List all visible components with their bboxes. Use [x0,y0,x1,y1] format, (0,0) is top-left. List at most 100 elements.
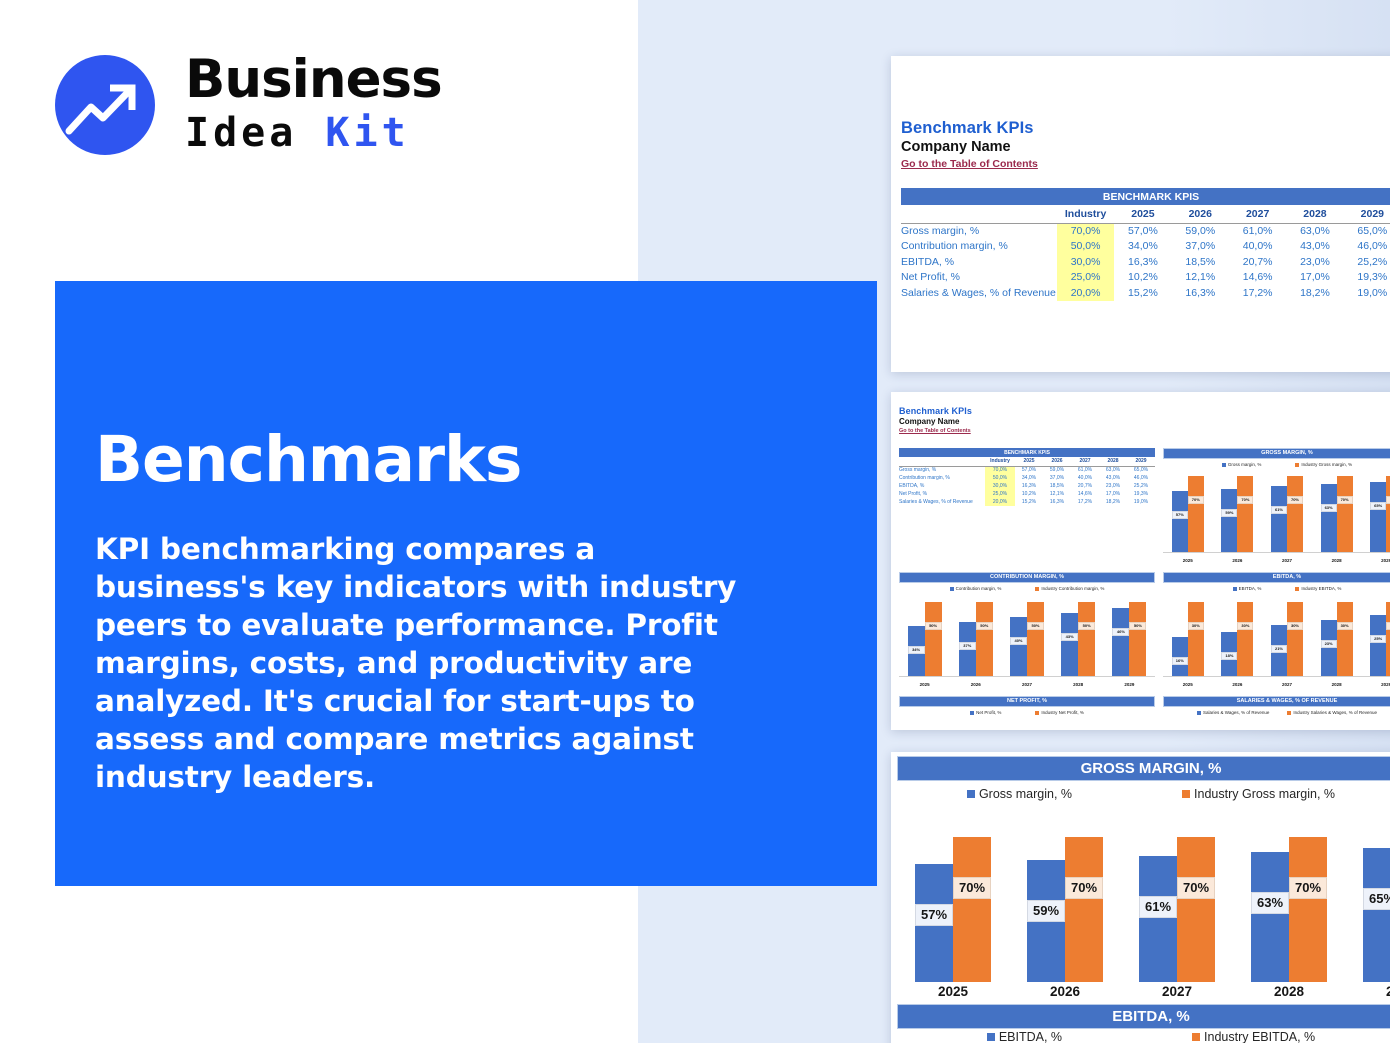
x-axis-line [1163,552,1390,553]
cell-industry: 70,0% [1056,223,1115,239]
data-label: 40% [1010,637,1027,646]
cell-2028: 43,0% [1105,475,1121,481]
row-label: Contribution margin, % [901,240,1008,253]
bar-2026-industry [1065,837,1103,982]
legend-label: Industry Net Profit, % [1041,710,1084,715]
data-label: 57% [915,904,953,927]
cell-industry: 30,0% [1056,254,1115,270]
mini-chart-net-profit: NET PROFIT, % Net Profit, % Industry Net… [899,696,1155,715]
bar-2029-industry [1386,476,1390,553]
cell-2028: 18,2% [1105,499,1121,505]
table-row: Contribution margin, % 50,0% 34,0% 37,0%… [899,474,1155,482]
mini-chart-salaries-wages: SALARIES & WAGES, % OF REVENUE Salaries … [1163,696,1390,715]
legend-swatch-blue-icon [1232,586,1237,591]
bar-2028-industry [1336,602,1353,677]
data-label: 65% [1363,887,1390,910]
legend-label: Net Profit, % [976,710,1002,715]
bar-2025-company [1171,490,1188,553]
legend-item-company: Salaries & Wages, % of Revenue [1197,710,1269,715]
cell-2027: 20,7% [1077,483,1093,489]
row-label: Gross margin, % [901,225,980,237]
bar-2026-industry [1237,476,1254,553]
legend-swatch-orange-icon [1287,710,1292,715]
cell-2027: 61,0% [1077,467,1093,474]
cell-industry: 30,0% [985,482,1015,490]
bar-2026-company [1221,488,1238,553]
cell-2028: 17,0% [1105,491,1121,497]
cell-2029: 46,0% [1133,475,1149,481]
bar-2029-company [1112,608,1130,677]
row-label: Gross margin, % [899,467,937,474]
cell-2027: 17,2% [1077,499,1093,505]
bar-2027-industry [1287,602,1303,677]
legend-item-industry: Industry EBITDA, % [1295,586,1341,591]
table-row: Net Profit, % 25,0% 10,2% 12,1% 14,6% 17… [899,490,1155,498]
legend-item-industry: Industry Contribution margin, % [1035,586,1104,591]
table-of-contents-link[interactable]: Go to the Table of Contents [901,158,1038,170]
legend-swatch-orange-icon [1295,462,1300,467]
cell-2029: 19,3% [1357,271,1388,284]
legend-item-company: Contribution margin, % [949,586,1001,591]
legend-swatch-blue-icon [986,1033,995,1041]
legend-item-company: Gross margin, % [1221,462,1261,467]
cell-2026: 59,0% [1185,225,1216,237]
gross-margin-x-axis: 2025 2026 2027 2028 2029 [897,984,1390,1004]
sheet-title-mini: Benchmark KPIs [899,406,972,416]
x-tick-label: 2026 [1232,682,1243,687]
table-row: EBITDA, % 30,0% 16,3% 18,5% 20,7% 23,0% … [899,482,1155,490]
cell-industry: 25,0% [985,490,1015,498]
bar-2029-company [1370,614,1387,677]
cell-industry: 20,0% [985,498,1015,506]
panel-gross-margin-chart: GROSS MARGIN, % Gross margin, % Industry… [891,752,1390,1043]
cell-2028: 63,0% [1300,225,1330,237]
data-label: 70% [1289,877,1327,900]
col-2028: 2028 [1286,205,1344,224]
data-label: 59% [1221,508,1238,517]
mini-chart-ebitda: EBITDA, % EBITDA, % Industry EBITDA, % 1… [1163,572,1390,694]
cell-2026: 37,0% [1049,475,1065,481]
col-2027-mini: 2027 [1071,457,1099,467]
legend-swatch-blue-icon [949,586,954,591]
x-tick-label: 2029 [1381,558,1390,563]
data-label: 70% [1065,877,1103,900]
col-2026: 2026 [1171,205,1229,224]
legend-swatch-blue-icon [1197,710,1201,715]
col-industry: Industry [1056,205,1115,224]
cell-2025: 57,0% [1021,467,1037,474]
bar-2028-company [1061,612,1079,677]
table-row: Gross margin, % 70,0% 57,0% 59,0% 61,0% … [899,466,1155,474]
brand-name-kit: Kit [325,110,410,156]
table-row: Net Profit, % 25,0% 10,2% 12,1% 14,6% 17… [901,269,1390,285]
cell-2026: 37,0% [1185,240,1216,253]
x-tick-label: 2028 [1331,682,1342,687]
bar-2027-industry [1287,476,1303,553]
mini-chart-legend: Gross margin, % Industry Gross margin, % [1163,462,1390,467]
mini-chart-legend: Net Profit, % Industry Net Profit, % [899,710,1155,715]
legend-swatch-blue-icon [1221,462,1226,467]
cell-2026: 18,5% [1185,255,1216,268]
x-tick-label: 2028 [1331,558,1342,563]
blue-content-card [55,281,877,886]
legend-swatch-blue-icon [966,790,975,798]
bar-2025-company [1171,637,1188,677]
legend-swatch-orange-icon [1182,790,1191,798]
legend-label: Industry Gross margin, % [1194,787,1336,801]
gross-margin-chart-legend: Gross margin, % Industry Gross margin, % [891,787,1390,801]
cell-2027: 17,2% [1242,286,1273,299]
legend-label: Gross margin, % [978,787,1073,801]
data-label: 70% [1386,496,1390,505]
data-label: 21% [1271,644,1287,653]
mini-chart-title: CONTRIBUTION MARGIN, % [899,572,1155,583]
table-of-contents-link-mini[interactable]: Go to the Table of Contents [899,428,971,434]
cell-2025: 34,0% [1021,475,1037,481]
col-2028-mini: 2028 [1099,457,1127,467]
legend-swatch-orange-icon [1035,710,1040,715]
cell-2028: 18,2% [1300,286,1330,299]
legend-item-company: Gross margin, % [966,787,1073,801]
cell-2027: 40,0% [1242,240,1273,253]
legend-label: Industry Salaries & Wages, % of Revenue [1293,710,1377,715]
cell-2027: 40,0% [1077,475,1093,481]
x-tick-label: 2029 [1381,682,1390,687]
data-label: 50% [975,622,993,631]
cell-2028: 17,0% [1300,271,1330,284]
